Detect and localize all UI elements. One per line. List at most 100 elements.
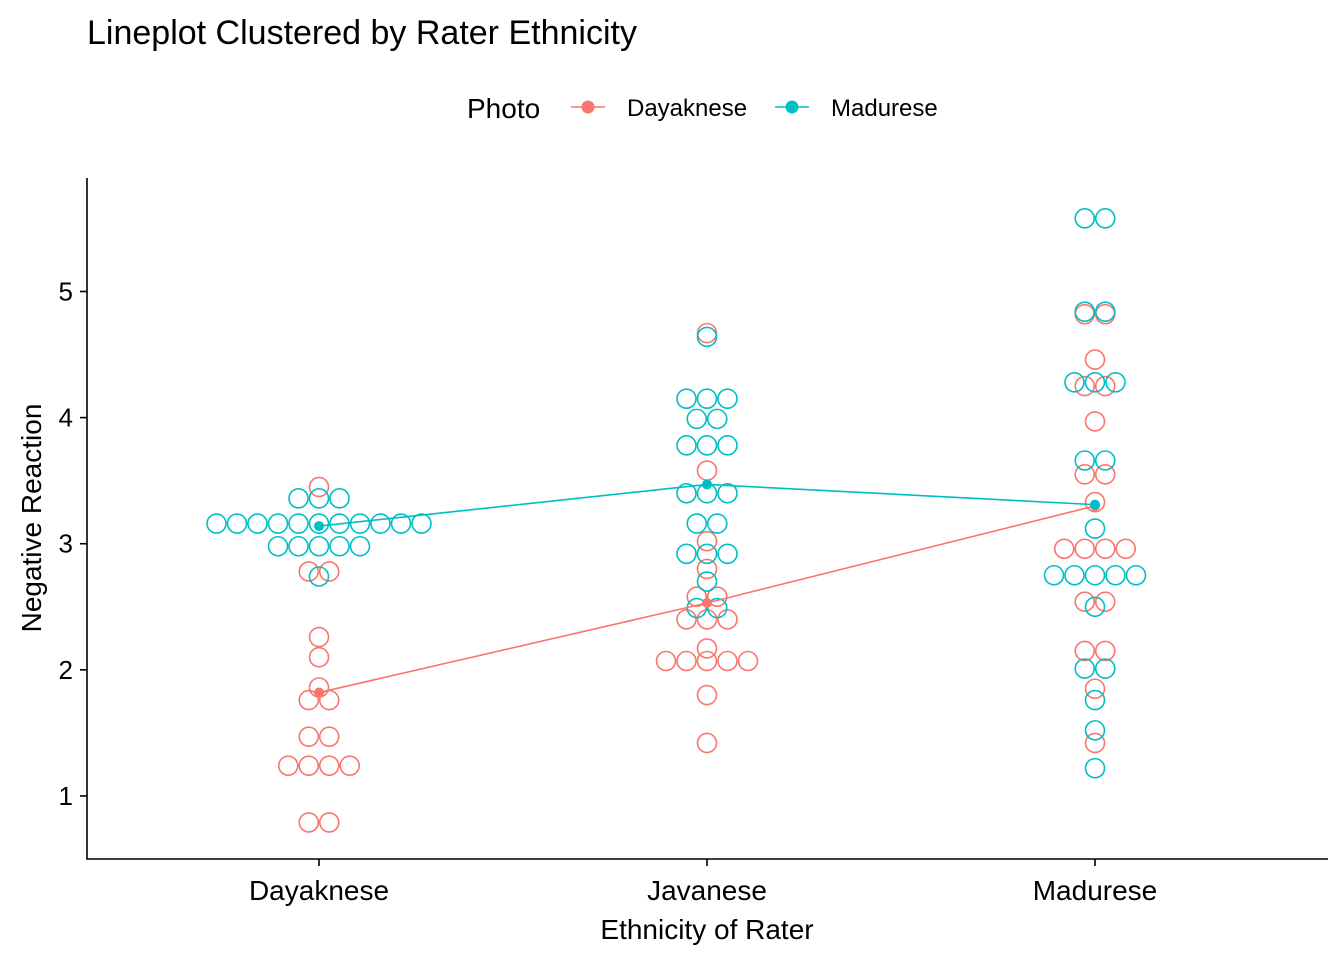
dot-dayaknese-madurese [1094, 464, 1116, 485]
dot-dayaknese-madurese [1084, 732, 1106, 754]
dot-dayaknese-javanese [696, 650, 718, 672]
dot-dayaknese-javanese [696, 684, 718, 706]
dot-madurese-dayaknese [288, 513, 309, 534]
dot-madurese-madurese [1064, 371, 1085, 393]
x-ticks: Dayaknese Javanese Madurese [249, 859, 1157, 906]
dot-dayaknese-dayaknese [318, 726, 340, 747]
dot-madurese-madurese [1064, 564, 1085, 586]
dot-madurese-dayaknese [349, 513, 371, 534]
y-tick-label-2: 2 [59, 655, 73, 685]
dot-dayaknese-dayaknese [298, 689, 320, 711]
dot-dayaknese-madurese [1084, 491, 1106, 513]
dot-madurese-madurese [1084, 564, 1106, 586]
chart-title: Lineplot Clustered by Rater Ethnicity [87, 14, 637, 52]
dot-madurese-javanese [717, 388, 738, 409]
dot-madurese-dayaknese [349, 535, 371, 557]
y-axis-title: Negative Reaction [16, 404, 47, 633]
legend-item-dayaknese: Dayaknese [571, 95, 747, 122]
dot-madurese-madurese [1105, 564, 1126, 586]
dot-madurese-javanese [686, 408, 708, 430]
dot-dayaknese-madurese [1074, 538, 1096, 560]
x-tick-label-javanese: Javanese [647, 875, 767, 906]
x-tick-label-dayaknese: Dayaknese [249, 875, 389, 906]
dot-dayaknese-dayaknese [277, 755, 299, 776]
dot-madurese-dayaknese [308, 566, 330, 587]
dot-dayaknese-javanese [676, 609, 697, 630]
dot-dayaknese-madurese [1074, 640, 1096, 662]
dot-madurese-madurese [1084, 596, 1106, 618]
dot-dayaknese-madurese [1074, 591, 1096, 613]
legend-key-point-dayaknese [581, 100, 595, 114]
dot-madurese-javanese [696, 571, 718, 592]
dot-dayaknese-dayaknese [308, 646, 330, 668]
dot-dayaknese-madurese [1094, 640, 1116, 662]
dot-dayaknese-dayaknese [298, 726, 320, 747]
mean-point-dayaknese-dayaknese [314, 687, 324, 698]
dot-madurese-madurese [1094, 658, 1116, 679]
dot-madurese-madurese [1084, 689, 1106, 711]
dot-madurese-madurese [1074, 301, 1096, 322]
dot-madurese-dayaknese [288, 488, 309, 509]
dot-madurese-dayaknese [267, 535, 289, 557]
y-ticks: 1 2 3 4 5 [59, 277, 87, 811]
dot-madurese-javanese [696, 543, 718, 565]
dot-dayaknese-madurese [1094, 375, 1116, 397]
dot-dayaknese-dayaknese [298, 561, 320, 582]
legend-key-point-madurese [785, 100, 799, 114]
dot-dayaknese-dayaknese [298, 755, 320, 776]
dot-madurese-madurese [1084, 757, 1106, 779]
y-tick-label-3: 3 [59, 529, 73, 559]
dot-madurese-madurese [1084, 518, 1106, 539]
dot-madurese-javanese [717, 435, 738, 456]
dot-dayaknese-madurese [1084, 411, 1106, 432]
mean-point-madurese-javanese [702, 479, 712, 490]
legend: Photo Dayaknese Madurese [467, 93, 938, 124]
dot-dayaknese-javanese [696, 638, 718, 659]
dot-dayaknese-javanese [696, 322, 718, 344]
dot-madurese-javanese [717, 543, 738, 565]
dot-dayaknese-javanese [717, 609, 738, 630]
dot-madurese-dayaknese [247, 513, 268, 534]
legend-label-dayaknese: Dayaknese [627, 95, 747, 122]
dot-madurese-dayaknese [370, 513, 391, 534]
legend-title: Photo [467, 93, 540, 124]
dot-dayaknese-javanese [696, 732, 718, 754]
y-tick-label-4: 4 [59, 403, 73, 433]
dot-dayaknese-madurese [1074, 464, 1096, 485]
y-tick-label-5: 5 [59, 277, 73, 307]
dot-madurese-dayaknese [308, 535, 330, 557]
dot-dayaknese-javanese [696, 609, 718, 630]
dot-madurese-madurese [1125, 564, 1147, 586]
dot-madurese-dayaknese [390, 513, 412, 534]
dot-dayaknese-javanese [737, 650, 759, 672]
dot-madurese-javanese [676, 388, 697, 409]
x-tick-label-madurese: Madurese [1033, 875, 1158, 906]
dot-dayaknese-madurese [1053, 538, 1075, 560]
dot-madurese-madurese [1094, 301, 1116, 322]
dot-madurese-dayaknese [308, 513, 330, 534]
y-tick-label-1: 1 [59, 781, 73, 811]
dot-madurese-madurese [1094, 208, 1116, 229]
dot-dayaknese-madurese [1084, 678, 1106, 700]
dots-madurese [206, 208, 1147, 779]
dot-dayaknese-dayaknese [339, 755, 361, 776]
dot-dayaknese-madurese [1084, 349, 1106, 370]
dot-dayaknese-dayaknese [298, 812, 320, 833]
dot-dayaknese-dayaknese [318, 755, 340, 776]
dot-madurese-javanese [706, 513, 728, 534]
dot-madurese-dayaknese [288, 535, 309, 557]
mean-point-dayaknese-javanese [702, 597, 712, 608]
dot-madurese-dayaknese [329, 535, 350, 557]
dot-madurese-madurese [1043, 564, 1065, 586]
mean-point-madurese-madurese [1090, 499, 1100, 510]
dot-madurese-madurese [1074, 208, 1096, 229]
dot-madurese-javanese [717, 482, 738, 504]
mean-line-madurese [318, 483, 1096, 527]
dot-dayaknese-javanese [655, 650, 677, 672]
mean-point-madurese-dayaknese [314, 521, 324, 532]
dot-madurese-dayaknese [226, 513, 248, 534]
dot-madurese-javanese [706, 597, 728, 619]
dot-dayaknese-madurese [1094, 591, 1116, 613]
dot-madurese-javanese [696, 435, 718, 456]
dot-madurese-javanese [696, 388, 718, 409]
